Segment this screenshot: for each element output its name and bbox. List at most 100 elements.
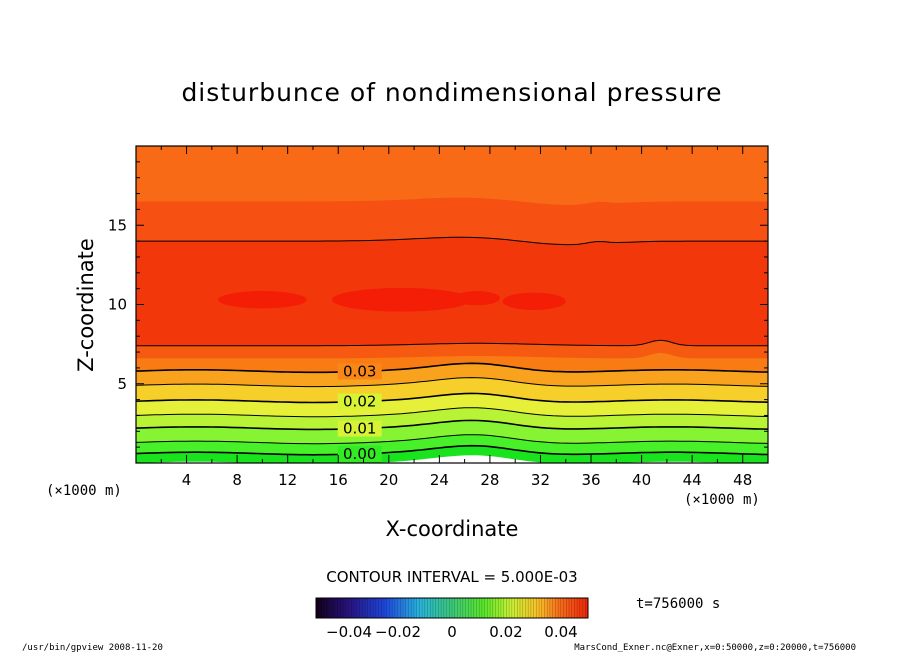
- footer-left: /usr/bin/gpview 2008-11-20: [22, 643, 163, 653]
- colorbar-cell: [490, 598, 494, 618]
- colorbar-tick-label: 0.02: [489, 623, 522, 641]
- colorbar-cell: [427, 598, 431, 618]
- contour-line: [136, 236, 768, 246]
- colorbar-cell: [340, 598, 344, 618]
- colorbar-cell: [408, 598, 412, 618]
- colorbar-cell: [449, 598, 453, 618]
- colorbar-cell: [432, 598, 436, 618]
- colorbar-cell: [454, 598, 458, 618]
- colorbar-cell: [316, 598, 320, 618]
- colorbar-cell: [568, 598, 572, 618]
- x-tick-label: 40: [632, 471, 651, 489]
- colorbar-cell: [446, 598, 450, 618]
- colorbar-cell: [530, 598, 534, 618]
- contour-line: [136, 444, 768, 456]
- x-tick-label: 32: [531, 471, 550, 489]
- x-tick-label: 48: [733, 471, 752, 489]
- contour-label-bg: [337, 420, 382, 437]
- x-axis-label: X-coordinate: [386, 517, 519, 541]
- colorbar-cell: [465, 598, 469, 618]
- colorbar-cell: [389, 598, 393, 618]
- colorbar-cell: [549, 598, 553, 618]
- colorbar-cell: [326, 598, 330, 618]
- x-tick-label: 28: [480, 471, 499, 489]
- colorbar-cell: [381, 598, 385, 618]
- colorbar-cell: [533, 598, 537, 618]
- colorbar-cell: [462, 598, 466, 618]
- x-tick-label: 12: [278, 471, 297, 489]
- y-axis-label: Z-coordinate: [74, 238, 98, 372]
- colorbar-cell: [378, 598, 382, 618]
- max-cell: [502, 292, 566, 311]
- colorbar-cell: [460, 598, 464, 618]
- colorbar-cell: [563, 598, 567, 618]
- colorbar-cell: [536, 598, 540, 618]
- colorbar-cell: [370, 598, 374, 618]
- colorbar-cell: [332, 598, 336, 618]
- x-tick-label: 36: [581, 471, 600, 489]
- colorbar-cell: [359, 598, 363, 618]
- x-tick-label: 20: [379, 471, 398, 489]
- contour-labels: 0.03 0.02 0.01 0.00: [337, 362, 382, 463]
- colorbar-cell: [351, 598, 355, 618]
- colorbar-cell: [506, 598, 510, 618]
- colorbar-frame: [315, 597, 589, 619]
- colorbar-cell: [484, 598, 488, 618]
- max-cell: [331, 287, 471, 312]
- colorbar-cell: [397, 598, 401, 618]
- colorbar-cell: [574, 598, 578, 618]
- colorbar-tick-labels: −0.04 −0.02 0 0.02 0.04: [326, 623, 578, 641]
- contour-line: [136, 434, 768, 445]
- y-unit-label: (×1000 m): [46, 483, 122, 499]
- colorbar-cell: [354, 598, 358, 618]
- colorbar-cell: [555, 598, 559, 618]
- colorbar-cell: [492, 598, 496, 618]
- colorbar-cell: [520, 598, 524, 618]
- colorbar-cell: [558, 598, 562, 618]
- colorbar-cell: [438, 598, 442, 618]
- colorbar-cell: [452, 598, 456, 618]
- colorbar-cell: [552, 598, 556, 618]
- chart-title: disturbunce of nondimensional pressure: [181, 78, 722, 107]
- contour-label: 0.02: [343, 393, 376, 411]
- colorbar-cell: [547, 598, 551, 618]
- colorbar-cell: [509, 598, 513, 618]
- colorbar-cell: [457, 598, 461, 618]
- contour-label: 0.01: [343, 420, 376, 438]
- colorbar-cell: [343, 598, 347, 618]
- contour-line: [136, 392, 768, 404]
- colorbar-cell: [373, 598, 377, 618]
- colorbar-cell: [403, 598, 407, 618]
- colorbar-cell: [566, 598, 570, 618]
- colorbar-cell: [400, 598, 404, 618]
- contour-band: [136, 146, 768, 205]
- colorbar-cell: [329, 598, 333, 618]
- contour-label: 0.03: [343, 362, 376, 380]
- colorbar-tick-label: 0: [447, 623, 457, 641]
- colorbar-cell: [337, 598, 341, 618]
- colorbar-cell: [362, 598, 366, 618]
- colorbar-cell: [525, 598, 529, 618]
- colorbar-cell: [422, 598, 426, 618]
- colorbar-cell: [335, 598, 339, 618]
- colorbar-cell: [579, 598, 583, 618]
- x-tick-label: 44: [683, 471, 702, 489]
- colorbar: [315, 598, 589, 618]
- colorbar-cell: [528, 598, 532, 618]
- contour-line: [136, 377, 768, 388]
- colorbar-tick-label: −0.02: [375, 623, 421, 641]
- colorbar-cell: [392, 598, 396, 618]
- colorbar-cell: [318, 598, 322, 618]
- colorbar-cell: [441, 598, 445, 618]
- colorbar-cell: [348, 598, 352, 618]
- colorbar-cell: [443, 598, 447, 618]
- colorbar-cell: [560, 598, 564, 618]
- footer-right: MarsCond_Exner.nc@Exner,x=0:50000,z=0:20…: [574, 643, 856, 653]
- colorbar-cell: [324, 598, 328, 618]
- contour-interval-label: CONTOUR INTERVAL = 5.000E-03: [326, 568, 577, 586]
- axis-ticks: [136, 146, 769, 463]
- x-tick-labels: 4 8 12 16 20 24 28 32 36 40 44 48: [182, 471, 752, 489]
- colorbar-cell: [522, 598, 526, 618]
- y-tick-label: 10: [108, 296, 127, 314]
- colorbar-cell: [571, 598, 575, 618]
